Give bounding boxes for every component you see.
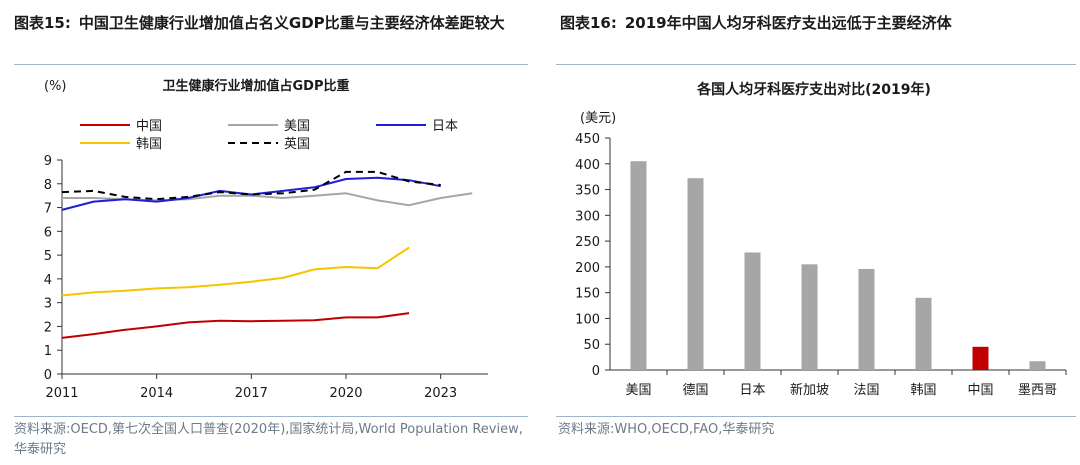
x-tick-label: 韩国 [910, 383, 936, 398]
y-tick-label: 4 [44, 273, 52, 288]
left-source-rule [14, 416, 528, 417]
y-tick-label: 200 [575, 261, 600, 276]
bar-item-1 [687, 178, 704, 370]
x-tick-label: 法国 [853, 383, 879, 398]
x-tick-label: 墨西哥 [1018, 383, 1057, 398]
x-tick-label: 2023 [424, 386, 457, 401]
y-tick-label: 100 [575, 312, 600, 327]
bar-chart-title: 各国人均牙科医疗支出对比(2019年) [696, 81, 931, 98]
y-tick-label: 0 [44, 368, 52, 383]
y-tick-label: 9 [44, 154, 52, 169]
line-chart-series-group [61, 170, 473, 339]
x-tick-label: 2017 [235, 386, 268, 401]
bar-item-4 [858, 268, 875, 370]
bar-chart-axes: 0 50 100 150 200 250 300 350 400 450 美国 德国 日本 新加坡 法国 韩国… [575, 132, 1067, 398]
right-figure-panel: 图表16: 2019年中国人均牙科医疗支出远低于主要经济体 各国人均牙科医疗支出对… [556, 0, 1080, 465]
x-tick-label: 2020 [329, 386, 362, 401]
bar-chart-y-axis-label: (美元) [580, 111, 616, 126]
legend-item-japan: 日本 [376, 119, 458, 134]
y-tick-label: 150 [575, 287, 600, 302]
series-line-china [61, 312, 410, 339]
bar-item-5 [915, 297, 932, 370]
y-tick-label: 450 [575, 132, 600, 147]
left-figure-panel: 图表15: 中国卫生健康行业增加值占名义GDP比重与主要经济体差距较大 卫生健康行… [14, 10, 534, 457]
bar-chart-bars-group [630, 161, 1046, 370]
y-tick-label: 300 [575, 209, 600, 224]
y-tick-label: 6 [44, 225, 52, 240]
right-figure-title: 图表16: 2019年中国人均牙科医疗支出远低于主要经济体 [560, 10, 1080, 36]
right-source-note: 资料来源:WHO,OECD,FAO,华泰研究 [558, 422, 775, 437]
right-title-rule [556, 64, 1076, 65]
legend-label: 中国 [136, 119, 162, 134]
legend-item-usa: 美国 [228, 119, 310, 134]
x-tick-label: 美国 [625, 383, 651, 398]
legend-item-uk: 英国 [228, 137, 310, 152]
y-tick-label: 7 [44, 202, 52, 217]
series-line-uk [61, 170, 441, 201]
y-tick-label: 5 [44, 249, 52, 264]
left-source-note: 资料来源:OECD,第七次全国人口普查(2020年),国家统计局,World P… [14, 422, 523, 457]
legend-label: 日本 [432, 119, 458, 134]
x-tick-label: 德国 [682, 383, 708, 398]
right-figure-number: 图表16: [560, 14, 617, 32]
legend-label: 英国 [284, 137, 310, 152]
x-tick-label: 2014 [140, 386, 173, 401]
left-figure-number: 图表15: [14, 14, 71, 32]
left-figure-title-text: 中国卫生健康行业增加值占名义GDP比重与主要经济体差距较大 [78, 14, 505, 32]
y-tick-label: 8 [44, 178, 52, 193]
right-figure-title-text: 2019年中国人均牙科医疗支出远低于主要经济体 [624, 14, 952, 32]
x-tick-label: 新加坡 [790, 382, 829, 398]
left-figure-title: 图表15: 中国卫生健康行业增加值占名义GDP比重与主要经济体差距较大 [14, 10, 534, 36]
y-tick-label: 1 [44, 344, 52, 359]
x-tick-label: 2011 [45, 386, 78, 401]
bar-item-3 [801, 264, 818, 370]
x-tick-label: 日本 [739, 383, 765, 398]
bar-item-2 [744, 252, 761, 370]
bar-item-7 [1029, 361, 1046, 370]
series-line-korea [61, 246, 410, 297]
line-chart-title: 卫生健康行业增加值占GDP比重 [163, 78, 350, 94]
line-chart-axes: 0 1 2 3 4 5 6 7 8 9 2011 2014 2017 2020 2023 [44, 154, 488, 401]
legend-label: 美国 [284, 119, 310, 134]
y-tick-label: 2 [44, 320, 52, 335]
legend-item-china: 中国 [80, 119, 162, 134]
legend-item-korea: 韩国 [80, 137, 162, 152]
y-tick-label: 400 [575, 158, 600, 173]
line-chart-y-axis-label: (%) [44, 79, 67, 94]
left-title-rule [14, 64, 528, 65]
legend-label: 韩国 [136, 137, 162, 152]
y-tick-label: 350 [575, 184, 600, 199]
bar-item-0 [630, 161, 647, 370]
bar-chart: 各国人均牙科医疗支出对比(2019年) (美元) 0 50 100 150 200 250… [575, 81, 1067, 398]
series-line-japan [61, 176, 441, 211]
bar-item-6 [972, 346, 989, 370]
right-source-rule [556, 416, 1076, 417]
y-tick-label: 3 [44, 297, 52, 312]
y-tick-label: 50 [583, 338, 600, 353]
y-tick-label: 0 [592, 364, 600, 379]
x-tick-label: 中国 [967, 383, 993, 398]
y-tick-label: 250 [575, 235, 600, 250]
